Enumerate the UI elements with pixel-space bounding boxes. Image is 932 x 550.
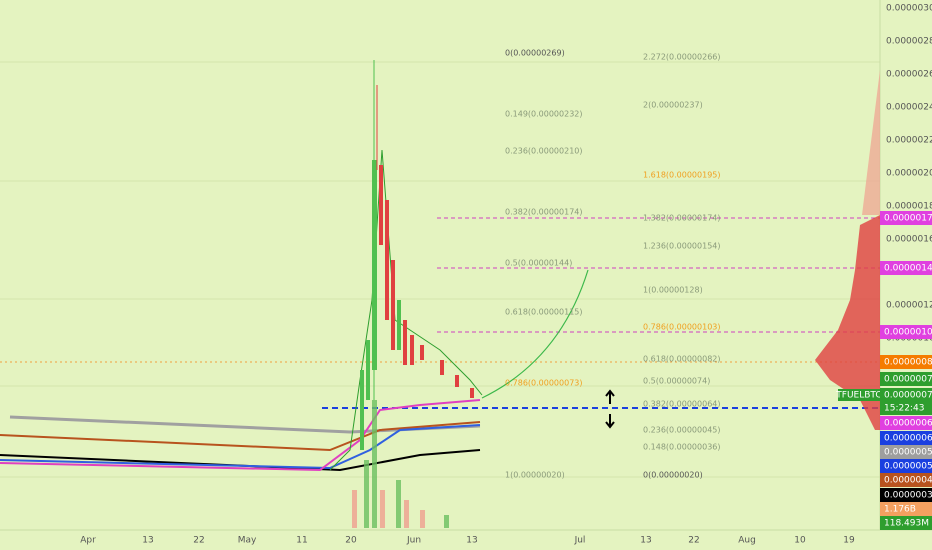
price-tag: 0.00000038 <box>884 491 932 501</box>
price-tags: TFUELBTC 0.00000174 0.00000144 0.00000105 0… <box>835 211 932 530</box>
fib-label: 0.786(0.00000103) <box>643 323 721 332</box>
time-label: 10 <box>794 536 806 546</box>
price-tag-bg <box>880 261 932 275</box>
volume-profile <box>815 70 880 430</box>
fib-label: 1.618(0.00000195) <box>643 171 721 180</box>
fib-label: 0.236(0.00000210) <box>505 147 583 156</box>
fib-label: 1.382(0.00000174) <box>643 214 721 223</box>
time-label: 13 <box>466 536 477 546</box>
price-tag-bg <box>880 502 932 516</box>
fib-label: 0.618(0.00000082) <box>643 355 721 364</box>
time-label: 13 <box>142 536 153 546</box>
price-tag: 0.00000072 <box>884 391 932 401</box>
price-tag-bg <box>880 355 932 369</box>
fib-labels: 0(0.00000269) 2.272(0.00000266) 2(0.000002… <box>505 49 721 480</box>
fib-label: 1(0.00000128) <box>643 286 703 295</box>
arrows <box>605 389 615 429</box>
fib-label: 1(0.00000020) <box>505 471 565 480</box>
fib-label: 0.786(0.00000073) <box>505 379 583 388</box>
price-tag: 0.00000061 <box>884 434 932 444</box>
price-tag: 0.00000105 <box>884 328 932 338</box>
fib-label: 2.272(0.00000266) <box>643 53 721 62</box>
price-tag: 15:22:43 <box>884 404 924 414</box>
fib-label: 1.236(0.00000154) <box>643 242 721 251</box>
time-label: Apr <box>80 536 96 546</box>
fib-label: 0.149(0.00000232) <box>505 110 583 119</box>
fib-label: 2(0.00000237) <box>643 101 703 110</box>
fib-label: 0.382(0.00000174) <box>505 208 583 217</box>
price-tag-bg <box>880 211 932 225</box>
fib-label: 0.382(0.00000064) <box>643 400 721 409</box>
symbol: TFUELBTC <box>835 391 881 401</box>
price-tag: 0.00000053 <box>884 448 932 458</box>
price-tag-bg <box>880 388 932 402</box>
price-tag: 0.00000079 <box>884 375 932 385</box>
price-tag: 0.00000088 <box>884 358 932 368</box>
price-tag-bg <box>880 401 932 415</box>
price-tag-bg <box>880 488 932 502</box>
fib-label: 0.5(0.00000144) <box>505 259 572 268</box>
time-label: 22 <box>193 536 204 546</box>
price-tag-bg <box>880 372 932 386</box>
price-label: 0.00000120 <box>886 301 932 311</box>
time-label: 20 <box>345 536 357 546</box>
fib-label: 0.5(0.00000074) <box>643 377 710 386</box>
price-tag-bg <box>880 416 932 430</box>
price-tag: 118.493M <box>884 519 929 529</box>
candles <box>360 60 474 450</box>
price-tag: 0.00000053 <box>884 462 932 472</box>
price-tag-bg <box>880 473 932 487</box>
fib-label: 0.148(0.00000036) <box>643 443 721 452</box>
time-label: 19 <box>843 536 855 546</box>
time-label: Jun <box>406 536 421 546</box>
time-label: Jul <box>574 536 586 546</box>
price-tag-bg <box>880 516 932 530</box>
price-tag: 0.00000067 <box>884 419 932 429</box>
time-label: Aug <box>738 536 756 546</box>
time-label: May <box>238 536 257 546</box>
price-tag-bg <box>880 325 932 339</box>
fib-label: 0.236(0.00000045) <box>643 426 721 435</box>
price-tag: 1.176B <box>884 505 916 515</box>
price-tag-bg <box>880 445 932 459</box>
time-label: 11 <box>296 536 307 546</box>
fib-label: 0.618(0.00000115) <box>505 308 583 317</box>
price-tag-bg <box>880 459 932 473</box>
price-tag: 0.00000144 <box>884 264 932 274</box>
symbol-tag <box>838 389 880 401</box>
price-tag-bg <box>880 431 932 445</box>
grid <box>0 61 880 478</box>
price-tag: 0.00000174 <box>884 214 932 224</box>
time-label: 13 <box>640 536 651 546</box>
price-tag: 0.00000049 <box>884 476 932 486</box>
fib-label: 0(0.00000269) <box>505 49 565 58</box>
moving-averages <box>0 149 589 472</box>
time-label: 22 <box>688 536 699 546</box>
fib-label: 0(0.00000020) <box>643 471 703 480</box>
volume <box>352 400 449 528</box>
time-axis: Apr 13 22 May 11 20 Jun 13 Jul 13 22 Aug 10 19 <box>80 536 855 546</box>
